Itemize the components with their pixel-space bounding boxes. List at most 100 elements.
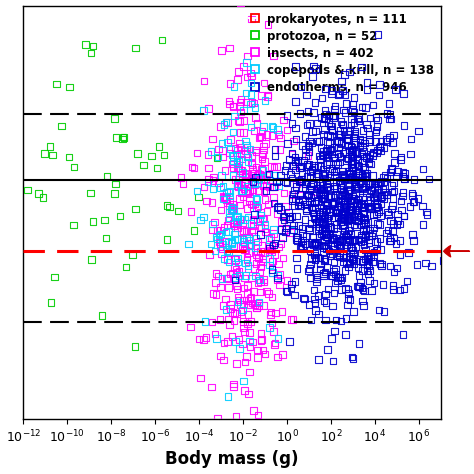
Point	[223, 199, 231, 207]
Point	[320, 255, 328, 263]
Point	[205, 104, 212, 112]
Point	[325, 247, 333, 255]
Point	[1, 165, 9, 173]
Point	[321, 126, 328, 133]
Point	[355, 117, 363, 125]
Point	[322, 146, 330, 154]
Point	[337, 197, 345, 205]
Point	[355, 236, 363, 244]
Point	[394, 210, 401, 218]
Point	[370, 211, 378, 219]
Point	[335, 138, 342, 146]
Point	[357, 220, 365, 228]
Point	[233, 220, 240, 228]
Point	[333, 206, 341, 213]
Point	[346, 170, 354, 177]
Point	[212, 233, 220, 241]
Point	[331, 207, 339, 214]
Point	[279, 234, 286, 241]
Point	[323, 183, 330, 191]
Point	[246, 343, 254, 350]
Point	[212, 291, 220, 299]
Point	[328, 90, 335, 98]
Point	[222, 194, 229, 202]
Point	[0, 210, 5, 218]
Point	[323, 206, 330, 213]
Point	[324, 285, 332, 293]
Point	[249, 185, 256, 193]
Point	[396, 237, 403, 245]
Point	[322, 206, 329, 214]
Point	[315, 172, 322, 180]
Point	[248, 72, 255, 80]
Point	[296, 191, 303, 198]
Point	[253, 196, 261, 203]
Point	[288, 280, 295, 288]
Point	[270, 194, 278, 201]
Point	[355, 272, 363, 279]
Point	[334, 277, 341, 284]
Point	[320, 244, 328, 251]
Point	[245, 233, 252, 241]
Point	[226, 202, 233, 210]
Point	[319, 152, 327, 159]
Point	[220, 120, 228, 128]
Point	[304, 163, 312, 170]
Point	[358, 184, 366, 191]
Point	[363, 152, 370, 160]
Point	[209, 135, 216, 143]
Point	[317, 260, 324, 268]
Point	[397, 156, 404, 164]
Point	[207, 240, 215, 248]
Point	[274, 276, 282, 283]
Point	[0, 227, 7, 235]
Point	[309, 209, 317, 217]
Point	[234, 152, 241, 159]
Point	[349, 164, 357, 172]
Point	[356, 170, 363, 177]
Point	[349, 255, 357, 262]
Point	[244, 149, 251, 157]
Point	[356, 162, 363, 170]
Point	[225, 97, 233, 105]
Point	[225, 315, 232, 323]
Point	[324, 346, 331, 353]
Point	[216, 243, 224, 250]
Point	[243, 144, 251, 151]
Point	[302, 91, 310, 99]
Point	[333, 137, 341, 144]
Point	[364, 257, 372, 265]
Point	[256, 217, 264, 224]
Point	[356, 136, 364, 143]
Point	[241, 178, 249, 185]
Point	[348, 210, 356, 217]
Point	[227, 301, 235, 309]
Point	[344, 214, 351, 221]
Point	[242, 89, 250, 97]
Point	[232, 337, 239, 345]
Point	[220, 339, 228, 347]
Point	[319, 188, 326, 196]
Point	[341, 191, 348, 199]
Point	[283, 140, 291, 147]
Point	[359, 148, 367, 155]
Point	[254, 179, 261, 186]
Point	[376, 179, 384, 186]
Point	[240, 296, 247, 304]
Point	[218, 47, 225, 55]
Point	[129, 251, 137, 259]
Point	[280, 212, 288, 220]
Point	[318, 114, 325, 121]
Point	[324, 241, 332, 248]
Point	[363, 85, 371, 93]
Point	[5, 226, 13, 234]
Point	[275, 202, 283, 210]
Point	[257, 176, 264, 183]
Point	[301, 216, 309, 223]
Point	[229, 172, 237, 179]
Point	[238, 306, 246, 314]
Point	[360, 219, 367, 226]
Point	[367, 205, 374, 212]
Point	[293, 180, 301, 188]
Point	[360, 152, 367, 160]
